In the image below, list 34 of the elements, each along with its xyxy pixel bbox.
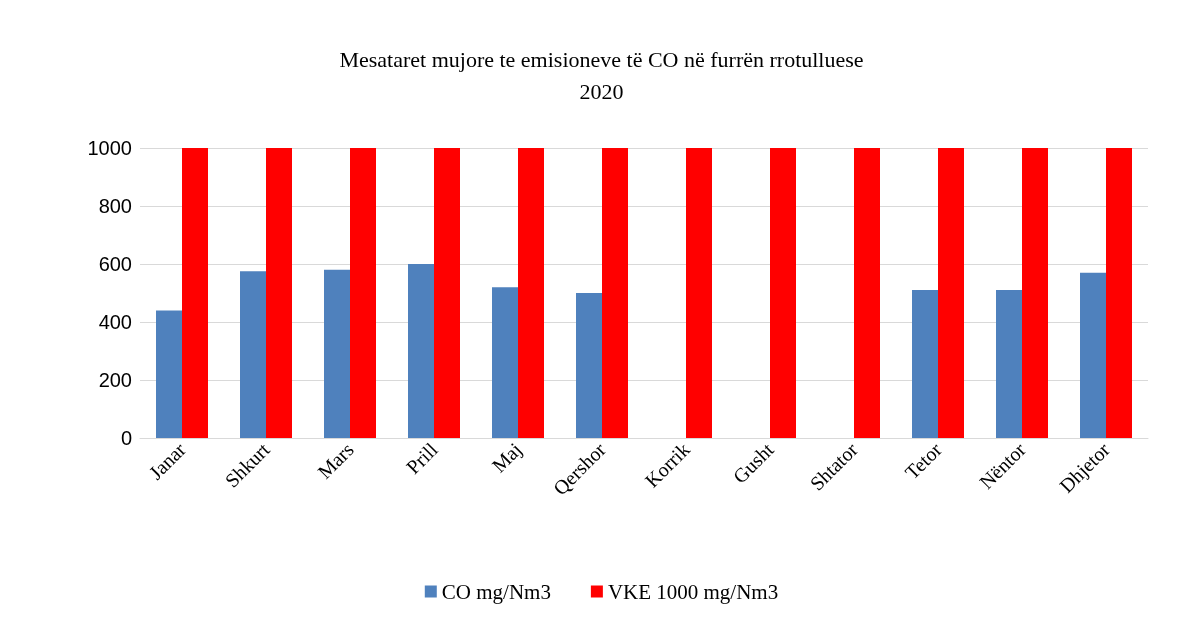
bar: [408, 264, 434, 438]
bar: [686, 148, 712, 438]
bar: [996, 290, 1022, 438]
bar: [324, 269, 350, 438]
x-tick-label: Tetor: [900, 437, 947, 484]
legend-label: CO mg/Nm3: [441, 579, 551, 604]
bar: [266, 148, 292, 438]
y-tick-label: 200: [98, 369, 132, 391]
y-tick-label: 400: [98, 311, 132, 333]
bar: [492, 287, 518, 438]
chart-subtitle: 2020: [579, 78, 624, 104]
y-tick-label: 600: [98, 253, 132, 275]
bar: [240, 271, 266, 438]
bar: [1080, 272, 1106, 438]
x-tick-label: Maj: [487, 438, 527, 478]
bar: [912, 290, 938, 438]
bar: [156, 310, 182, 438]
bar: [1106, 148, 1132, 438]
y-tick-label: 1000: [87, 137, 132, 159]
bar: [770, 148, 796, 438]
bar: [182, 148, 208, 438]
y-tick-label: 800: [98, 195, 132, 217]
x-tick-label: Prill: [401, 437, 443, 479]
bar: [518, 148, 544, 438]
bar: [576, 293, 602, 438]
bar: [602, 148, 628, 438]
bar: [854, 148, 880, 438]
bar: [350, 148, 376, 438]
bar: [1022, 148, 1048, 438]
chart-title: Mesataret mujore te emisioneve të CO në furrën rrotulluese: [339, 46, 864, 72]
legend-label: VKE 1000 mg/Nm3: [607, 579, 779, 604]
bar: [938, 148, 964, 438]
bar: [434, 148, 460, 438]
y-tick-label: 0: [120, 427, 132, 449]
